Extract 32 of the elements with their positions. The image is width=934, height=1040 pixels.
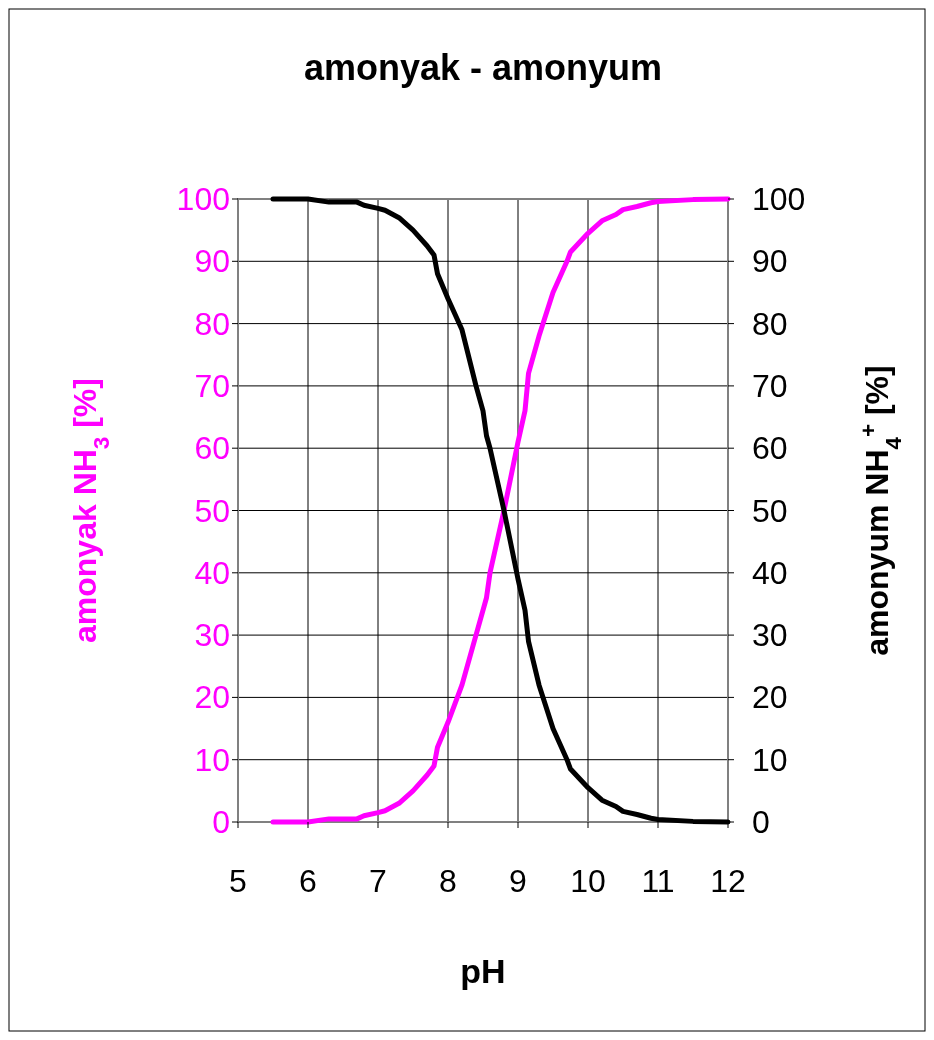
y-tick-label: 100 <box>176 181 230 217</box>
y2-tick-label: 0 <box>752 804 770 840</box>
y-tick-label: 60 <box>194 430 230 467</box>
y-tick-label: 80 <box>194 305 230 342</box>
x-tick-label: 6 <box>299 863 317 899</box>
y-tick-label: 40 <box>194 554 230 591</box>
y2-tick-label: 100 <box>752 181 806 217</box>
y-tick-label: 70 <box>194 367 230 404</box>
y-tick-label: 30 <box>194 617 230 654</box>
x-tick-label: 9 <box>509 863 527 899</box>
y2-tick-label: 80 <box>752 305 788 342</box>
x-tick-label: 12 <box>710 863 746 899</box>
y2-tick-label: 10 <box>752 741 788 778</box>
x-tick-label: 10 <box>570 863 606 899</box>
x-axis-title: pH <box>460 952 506 990</box>
y-tick-label: 90 <box>194 243 230 280</box>
y2-tick-label: 30 <box>752 617 788 654</box>
x-tick-label: 5 <box>229 863 247 899</box>
x-tick-label: 11 <box>641 863 675 899</box>
x-tick-label: 8 <box>439 863 457 899</box>
y2-tick-label: 40 <box>752 554 788 591</box>
y2-tick-label: 50 <box>752 492 788 529</box>
y-tick-label: 50 <box>194 492 230 529</box>
y2-tick-label: 70 <box>752 367 788 404</box>
x-tick-label: 7 <box>369 863 387 899</box>
y2-tick-label: 20 <box>752 679 788 716</box>
y-tick-label: 10 <box>194 741 230 778</box>
y2-tick-label: 60 <box>752 430 788 467</box>
chart-title: amonyak - amonyum <box>303 47 663 88</box>
y-tick-label: 0 <box>212 804 230 840</box>
y2-tick-label: 90 <box>752 243 788 280</box>
y-tick-label: 20 <box>194 679 230 716</box>
